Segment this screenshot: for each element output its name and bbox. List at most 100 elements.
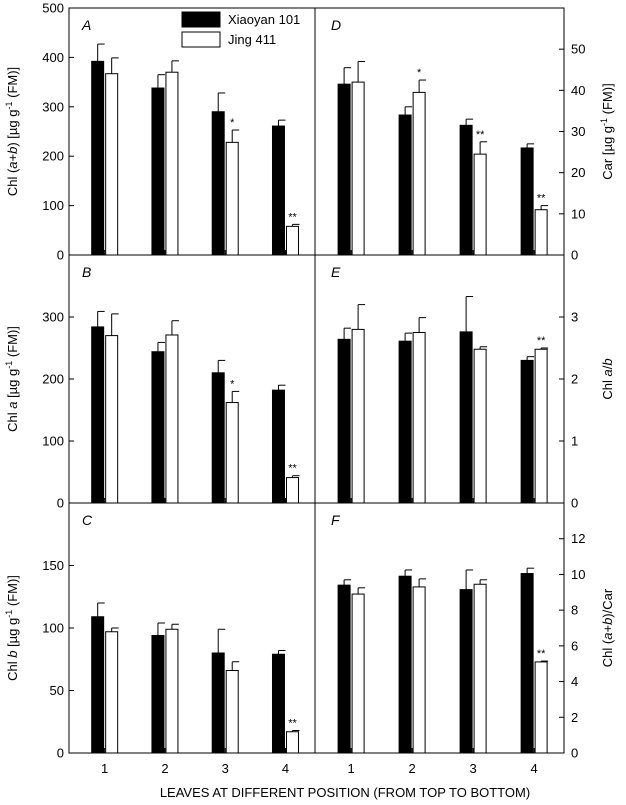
error-bar-C-xiaoyan-3 (217, 628, 226, 653)
error-bar-E-jing-4 (540, 347, 549, 350)
y-tick-label-C: 150 (42, 558, 64, 573)
error-bar-C-xiaoyan-4 (277, 650, 286, 655)
y-tick-label-E: 3 (571, 310, 578, 325)
error-bar-E-xiaoyan-1 (343, 327, 352, 340)
y-tick-label-F: 8 (571, 603, 578, 618)
y-tick-label-D: 0 (571, 248, 578, 263)
bar-F-xiaoyan-2 (398, 575, 412, 754)
error-bar-B-jing-3 (231, 390, 240, 403)
error-bar-D-jing-2 (418, 79, 427, 93)
y-tick-label-C: 50 (50, 683, 64, 698)
significance-mark-A-4: ** (288, 211, 297, 223)
y-axis-title-B: Chl a [µg g-1 (FM)] (4, 326, 20, 432)
y-tick-label-E: 2 (571, 372, 578, 387)
y-tick-label-D: 20 (571, 165, 585, 180)
legend-label-xiaoyan: Xiaoyan 101 (228, 12, 300, 27)
y-tick-label-F: 4 (571, 674, 578, 689)
error-bar-E-jing-3 (479, 346, 488, 350)
error-bar-F-xiaoyan-3 (465, 569, 474, 590)
y-tick-label-F: 2 (571, 710, 578, 725)
significance-mark-C-4: ** (288, 718, 297, 730)
error-bar-F-jing-2 (418, 578, 427, 587)
bar-C-xiaoyan-4 (271, 653, 285, 754)
bar-F-xiaoyan-3 (459, 589, 473, 754)
error-bar-D-xiaoyan-2 (404, 106, 413, 116)
panel-letter-F: F (331, 512, 341, 528)
bar-D-xiaoyan-3 (459, 124, 473, 256)
panel-letter-D: D (331, 17, 341, 33)
error-bar-C-jing-1 (111, 627, 119, 632)
panel-letter-B: B (82, 264, 91, 280)
y-tick-label-B: 300 (42, 310, 64, 325)
y-axis-title-C: Chl b [µg g-1 (FM)] (4, 575, 20, 681)
bar-A-jing-4 (285, 225, 299, 256)
x-tick-label-C-1: 1 (101, 761, 108, 776)
x-tick-label-F-1: 1 (347, 761, 354, 776)
y-tick-label-B: 100 (42, 434, 64, 449)
bar-C-xiaoyan-2 (151, 635, 165, 754)
y-tick-label-B: 0 (57, 496, 64, 511)
x-axis-title: LEAVES AT DIFFERENT POSITION (FROM TOP T… (160, 785, 530, 800)
panel-letter-E: E (331, 264, 341, 280)
y-tick-label-F: 12 (571, 531, 585, 546)
bar-F-xiaoyan-4 (520, 573, 534, 754)
bar-E-xiaoyan-4 (520, 359, 534, 504)
y-tick-label-A: 400 (42, 50, 64, 65)
y-tick-label-D: 40 (571, 83, 585, 98)
x-tick-label-C-2: 2 (161, 761, 168, 776)
error-bar-E-xiaoyan-4 (526, 356, 535, 361)
y-axis-title-A: Chl (a+b) [µg g-1 (FM)] (4, 67, 20, 196)
bar-F-jing-4 (534, 661, 548, 754)
bar-D-xiaoyan-2 (398, 114, 412, 256)
panel-letter-C: C (82, 512, 93, 528)
bar-A-jing-2 (165, 71, 179, 256)
error-bar-D-xiaoyan-4 (526, 143, 535, 148)
significance-mark-E-4: ** (537, 335, 546, 347)
y-tick-label-A: 0 (57, 248, 64, 263)
error-bar-A-jing-2 (171, 60, 179, 73)
error-bar-F-jing-1 (357, 587, 366, 595)
bar-D-jing-3 (473, 153, 487, 256)
bar-B-xiaoyan-1 (91, 326, 105, 504)
bar-A-xiaoyan-2 (151, 87, 165, 256)
y-tick-label-A: 300 (42, 99, 64, 114)
significance-mark-D-4: ** (537, 193, 546, 205)
bar-C-jing-3 (225, 670, 239, 754)
bar-D-xiaoyan-4 (520, 147, 534, 256)
bar-A-xiaoyan-3 (211, 111, 225, 256)
error-bar-A-xiaoyan-3 (217, 92, 226, 112)
y-tick-label-D: 30 (571, 124, 585, 139)
error-bar-B-jing-2 (171, 320, 179, 335)
bar-B-xiaoyan-4 (271, 389, 285, 504)
significance-mark-D-2: * (417, 67, 422, 79)
bar-B-xiaoyan-2 (151, 351, 165, 504)
error-bar-A-xiaoyan-1 (97, 43, 105, 62)
significance-mark-A-3: * (230, 117, 235, 129)
error-bar-D-xiaoyan-3 (465, 118, 474, 126)
x-tick-label-F-3: 3 (469, 761, 476, 776)
bar-C-jing-4 (285, 731, 299, 754)
bar-C-jing-1 (105, 631, 119, 754)
error-bar-B-xiaoyan-1 (97, 310, 105, 327)
y-tick-label-C: 100 (42, 621, 64, 636)
x-tick-label-C-3: 3 (222, 761, 229, 776)
error-bar-C-jing-2 (171, 623, 179, 630)
panel-frame-F (314, 502, 565, 754)
error-bar-E-jing-2 (418, 317, 427, 333)
bar-E-jing-3 (473, 348, 487, 504)
y-tick-label-A: 100 (42, 198, 64, 213)
significance-mark-F-4: ** (537, 648, 546, 660)
y-tick-label-D: 50 (571, 42, 585, 57)
error-bar-D-jing-3 (479, 141, 488, 155)
y-tick-label-F: 0 (571, 746, 578, 761)
error-bar-A-xiaoyan-4 (277, 119, 286, 127)
y-tick-label-E: 0 (571, 496, 578, 511)
error-bar-C-xiaoyan-2 (157, 622, 165, 636)
y-tick-label-A: 200 (42, 149, 64, 164)
bar-D-jing-4 (534, 209, 548, 256)
bar-E-jing-4 (534, 348, 548, 504)
error-bar-C-jing-3 (231, 661, 240, 671)
bar-B-jing-1 (105, 335, 119, 504)
